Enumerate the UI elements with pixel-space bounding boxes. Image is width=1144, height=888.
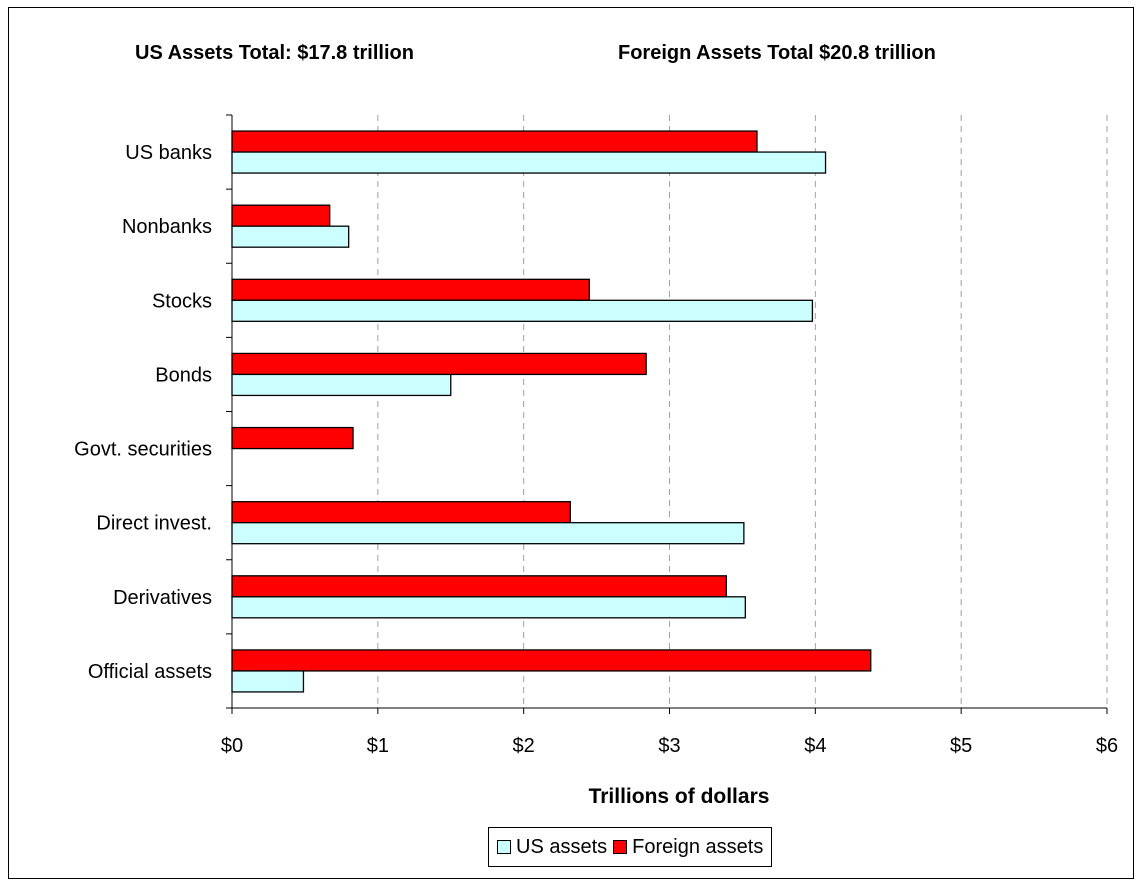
x-tick-label-3: $3 <box>658 735 680 757</box>
bar-foreign-official-assets <box>231 649 872 672</box>
legend-swatch-us-assets <box>497 840 511 854</box>
x-tick-label-1: $1 <box>367 735 389 757</box>
legend-label-us-assets: US assets <box>516 835 608 858</box>
us-assets-total-heading: US Assets Total: $17.8 trillion <box>135 42 414 64</box>
bar-us-derivatives <box>231 596 746 619</box>
x-tick-label-5: $5 <box>950 735 972 757</box>
category-label-govt-securities: Govt. securities <box>74 439 212 461</box>
bar-foreign-stocks <box>231 278 590 301</box>
legend: US assets Foreign assets <box>488 827 773 867</box>
legend-label-foreign-assets: Foreign assets <box>632 835 764 858</box>
legend-swatch-foreign-assets <box>613 840 628 854</box>
bar-foreign-nonbanks <box>231 204 331 227</box>
category-label-direct-invest: Direct invest. <box>96 513 212 535</box>
x-tick-label-4: $4 <box>804 735 826 757</box>
x-axis-title: Trillions of dollars <box>589 785 770 808</box>
category-label-nonbanks: Nonbanks <box>122 216 212 238</box>
bar-foreign-bonds <box>231 352 647 376</box>
x-tick-label-0: $0 <box>221 735 243 757</box>
foreign-assets-total-heading: Foreign Assets Total $20.8 trillion <box>618 42 936 64</box>
bar-foreign-direct-invest <box>231 501 571 524</box>
x-tick-label-2: $2 <box>513 735 535 757</box>
category-label-official-assets: Official assets <box>88 661 212 683</box>
bar-foreign-us-banks <box>231 130 758 153</box>
category-label-bonds: Bonds <box>155 364 212 386</box>
category-label-us-banks: US banks <box>125 142 212 164</box>
x-tick-label-6: $6 <box>1096 735 1118 757</box>
category-label-derivatives: Derivatives <box>113 587 212 609</box>
bar-us-bonds <box>231 373 452 397</box>
bar-foreign-derivatives <box>231 575 728 598</box>
bar-us-stocks <box>231 299 814 322</box>
legend-item-foreign-assets: Foreign assets <box>613 836 763 859</box>
bar-us-nonbanks <box>231 225 350 248</box>
bar-us-official-assets <box>231 670 305 693</box>
bar-us-us-banks <box>231 151 827 174</box>
category-label-stocks: Stocks <box>152 290 212 312</box>
bar-foreign-govt-securities <box>231 426 354 450</box>
bar-us-direct-invest <box>231 522 745 545</box>
legend-item-us-assets: US assets <box>497 836 607 859</box>
